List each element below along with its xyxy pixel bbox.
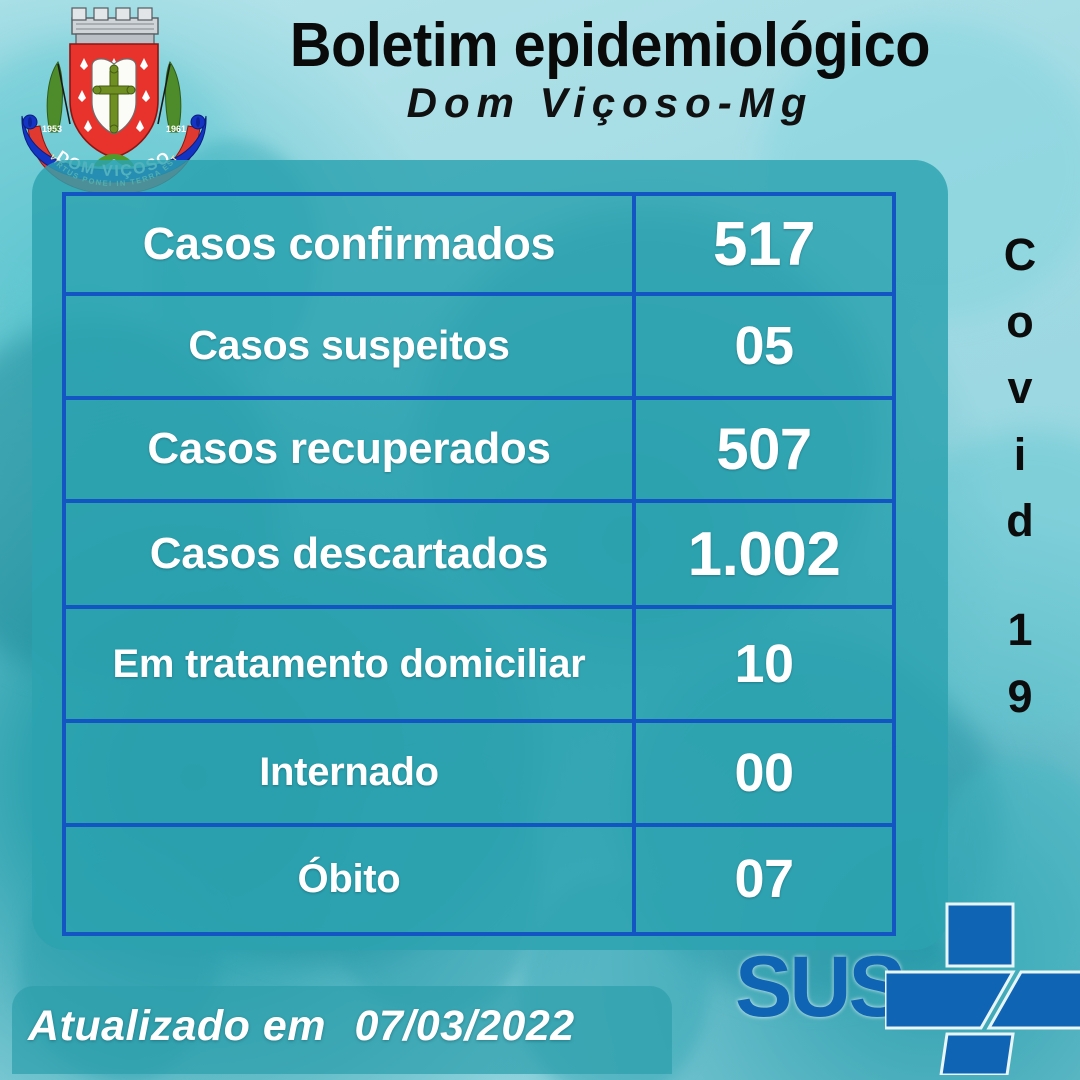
crest-crown bbox=[71, 7, 159, 46]
covid-digit: 1 bbox=[1007, 603, 1033, 655]
stat-label: Óbito bbox=[66, 826, 636, 932]
stat-value: 00 bbox=[734, 742, 794, 803]
stat-value: 07 bbox=[734, 849, 794, 910]
covid-letter: v bbox=[1007, 362, 1033, 414]
table-row: Casos confirmados 517 bbox=[66, 196, 892, 297]
table-row: Internado 00 bbox=[66, 723, 892, 827]
header-titles: Boletim epidemiológico Dom Viçoso-Mg bbox=[215, 11, 1005, 127]
last-updated: Atualizado em 07/03/2022 bbox=[28, 1002, 575, 1051]
stat-value: 1.002 bbox=[687, 519, 841, 589]
stat-label: Internado bbox=[66, 723, 636, 823]
covid-digit: 9 bbox=[1007, 670, 1033, 722]
stat-value: 507 bbox=[716, 417, 812, 483]
stat-label: Casos descartados bbox=[66, 503, 636, 605]
covid-letter: C bbox=[1003, 229, 1037, 280]
covid-letter: i bbox=[1013, 428, 1027, 480]
page-subtitle: Dom Viçoso-Mg bbox=[406, 79, 814, 127]
table-row: Óbito 07 bbox=[66, 826, 892, 932]
sus-cross-icon bbox=[885, 902, 1080, 1075]
crest-branches bbox=[46, 60, 182, 133]
page-title: Boletim epidemiológico bbox=[289, 11, 931, 80]
covid-vertical-label: C o v i d 1 9 bbox=[985, 222, 1055, 730]
stat-label: Casos suspeitos bbox=[66, 296, 636, 396]
covid-letter: o bbox=[1006, 295, 1034, 347]
spacer bbox=[985, 555, 1055, 597]
table-row: Casos descartados 1.002 bbox=[66, 503, 892, 609]
sus-logo: SUS bbox=[735, 900, 1080, 1075]
stats-panel bbox=[32, 160, 948, 950]
crest-year-left: 1953 bbox=[42, 124, 62, 134]
table-row: Casos recuperados 507 bbox=[66, 399, 892, 504]
last-updated-label: Atualizado em bbox=[28, 1002, 326, 1050]
table-row: Casos suspeitos 05 bbox=[66, 296, 892, 400]
stats-table: Casos confirmados 517 Casos suspeitos 05… bbox=[62, 192, 896, 936]
covid-letter: d bbox=[1006, 495, 1034, 547]
sus-wordmark: SUS bbox=[735, 939, 906, 1035]
last-updated-date: 07/03/2022 bbox=[354, 1002, 575, 1050]
stat-value: 10 bbox=[734, 633, 794, 694]
stat-value: 517 bbox=[713, 209, 815, 279]
stat-value: 05 bbox=[734, 316, 794, 377]
stat-label: Casos recuperados bbox=[66, 399, 636, 500]
stat-label: Casos confirmados bbox=[66, 196, 636, 293]
crest-cross bbox=[92, 64, 136, 134]
table-row: Em tratamento domiciliar 10 bbox=[66, 608, 892, 724]
crest-year-right: 1961 bbox=[166, 124, 186, 134]
stat-label: Em tratamento domiciliar bbox=[66, 608, 636, 720]
footer-bar bbox=[12, 986, 672, 1074]
